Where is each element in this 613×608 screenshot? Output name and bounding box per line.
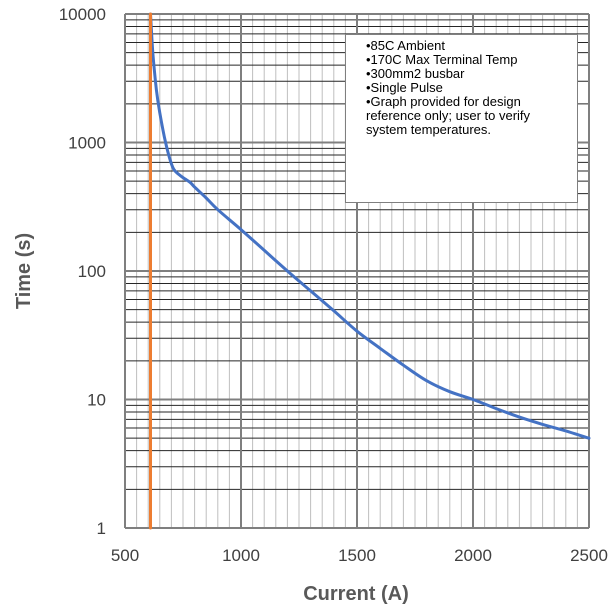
- y-tick-label: 100: [78, 262, 106, 281]
- series-line-0: [149, 12, 591, 440]
- y-tick-label: 1: [97, 519, 106, 538]
- x-tick-label: 1500: [338, 546, 376, 565]
- annotation-line: •85C Ambient: [366, 38, 445, 53]
- x-axis-title: Current (A): [303, 583, 409, 605]
- annotation-line: •Single Pulse: [366, 80, 443, 95]
- annotation-line: •170C Max Terminal Temp: [366, 52, 518, 67]
- annotation-line: •300mm2 busbar: [366, 66, 465, 81]
- x-tick-labels: 500 1000 1500 2000 2500: [111, 546, 608, 565]
- x-tick-label: 500: [111, 546, 139, 565]
- y-axis-title: Time (s): [13, 233, 35, 309]
- x-tick-label: 2500: [570, 546, 608, 565]
- annotation-box: •85C Ambient •170C Max Terminal Temp •30…: [345, 34, 578, 203]
- x-tick-label: 1000: [222, 546, 260, 565]
- annotation-line: •Graph provided for design reference onl…: [366, 94, 531, 137]
- series-layer: [148, 12, 591, 530]
- y-tick-label: 10000: [59, 5, 106, 24]
- x-tick-label: 2000: [454, 546, 492, 565]
- y-tick-label: 10: [87, 391, 106, 410]
- y-tick-labels: 1 10 100 1000 10000: [59, 5, 106, 538]
- y-tick-label: 1000: [68, 134, 106, 153]
